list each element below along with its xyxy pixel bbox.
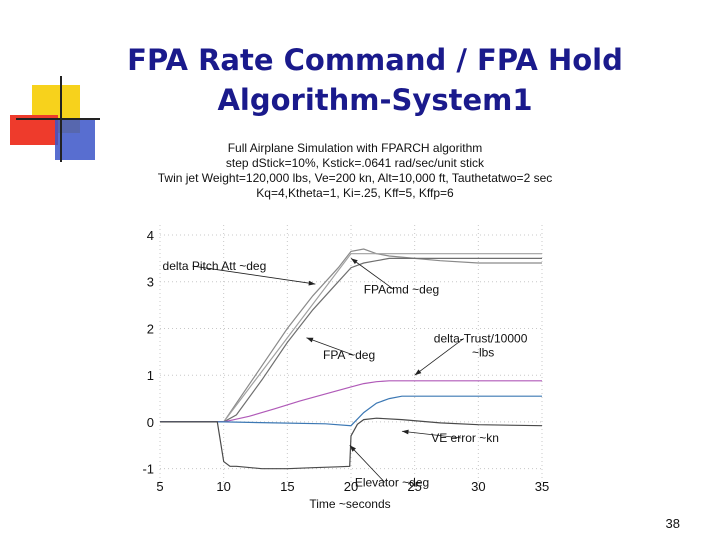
series-delta-trust-10000-lbs <box>160 380 542 423</box>
annotation-label: FPA ~deg <box>323 348 375 362</box>
y-tick-label: 3 <box>147 275 154 290</box>
series-ve-error-kn <box>160 395 542 427</box>
page-number: 38 <box>665 516 680 531</box>
annotation-label: FPAcmd ~deg <box>364 282 439 296</box>
y-tick-label: -1 <box>142 462 154 477</box>
chart-annotations: delta Pitch Att ~deg FPAcmd ~deg FPA ~deg d… <box>163 258 528 489</box>
x-tick-label: 30 <box>471 479 485 494</box>
slide-title-line-1: FPA Rate Command / FPA Hold <box>127 43 623 77</box>
annotation-arrow <box>306 337 354 356</box>
annotation-arrow <box>350 258 394 290</box>
y-tick-label: 1 <box>147 368 154 383</box>
chart-title-line-2: step dStick=10%, Kstick=.0641 rad/sec/un… <box>226 156 485 170</box>
x-tick-label: 5 <box>156 479 163 494</box>
slide-title-line-2: Algorithm-System1 <box>217 83 533 117</box>
annotation-label: VE error ~kn <box>431 431 499 445</box>
annotation-arrowhead <box>308 280 316 286</box>
y-tick-label: 4 <box>147 228 154 243</box>
y-tick-label: 2 <box>147 321 154 336</box>
annotation-arrowhead <box>414 369 422 376</box>
x-tick-label: 15 <box>280 479 294 494</box>
annotation-label: delta Pitch Att ~deg <box>163 259 267 273</box>
y-tick-label: 0 <box>147 415 154 430</box>
annotation-label: ~lbs <box>472 346 494 360</box>
chart-title-line-3: Twin jet Weight=120,000 lbs, Ve=200 kn, … <box>158 171 553 185</box>
annotation-arrowhead <box>351 258 358 265</box>
series-fpa-deg <box>160 257 542 423</box>
slide-title: FPA Rate Command / FPA Hold Algorithm-Sy… <box>90 40 660 120</box>
x-tick-label: 20 <box>344 479 358 494</box>
annotation-arrowhead <box>401 429 409 435</box>
chart-grid <box>159 225 543 490</box>
series-delta-pitch-att-deg <box>160 248 542 423</box>
annotation-arrow <box>414 338 465 376</box>
annotation-arrow <box>192 265 316 285</box>
annotation-arrowhead <box>349 445 356 452</box>
series-elevator-deg <box>160 417 543 470</box>
annotation-label: delta-Trust/10000 <box>434 331 528 345</box>
x-tick-label: 25 <box>407 479 421 494</box>
annotation-arrow <box>401 430 462 439</box>
chart-series <box>160 248 543 470</box>
annotation-arrow <box>349 445 386 483</box>
annotation-arrowhead <box>306 337 314 343</box>
x-tick-label: 35 <box>535 479 549 494</box>
chart-title-line-1: Full Airplane Simulation with FPARCH alg… <box>228 141 483 155</box>
decor-horizontal-line <box>16 118 100 120</box>
chart-title-line-4: Kq=4,Ktheta=1, Ki=.25, Kff=5, Kffp=6 <box>256 186 454 200</box>
x-tick-label: 10 <box>216 479 230 494</box>
annotation-label: Elevator ~deg <box>355 475 429 489</box>
chart-title: Full Airplane Simulation with FPARCH alg… <box>158 141 553 200</box>
x-axis-label: Time ~seconds <box>309 497 390 511</box>
decor-red-square <box>10 115 58 145</box>
